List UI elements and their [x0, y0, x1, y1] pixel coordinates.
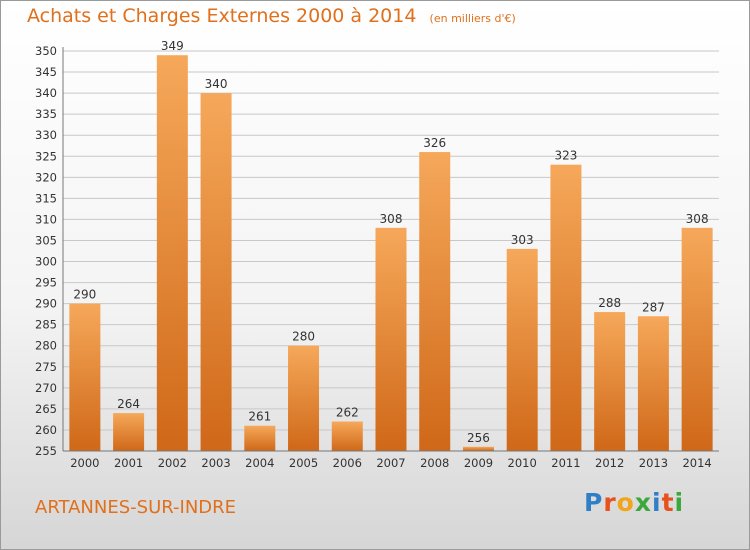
- x-tick-label: 2010: [508, 456, 537, 470]
- bar-2012: [594, 312, 626, 451]
- chart-header: Achats et Charges Externes 2000 à 2014 (…: [27, 5, 516, 27]
- bar-2007: [375, 227, 407, 451]
- logo-letter: r: [603, 488, 617, 517]
- x-tick-label: 2004: [245, 456, 274, 470]
- bar-2014: [681, 227, 713, 451]
- x-tick-label: 2006: [333, 456, 362, 470]
- y-tick-label: 280: [35, 339, 57, 353]
- bar-2000: [69, 303, 101, 451]
- y-tick-label: 260: [35, 423, 57, 437]
- bar-2006: [331, 421, 363, 451]
- bars: [69, 55, 713, 452]
- bar-2002: [156, 55, 188, 452]
- y-axis-tick-labels: 255 260 265 270 275 280 285 290 295 300 305 310 315 3…: [35, 44, 57, 458]
- x-tick-label: 2000: [70, 456, 99, 470]
- bar-2010: [506, 248, 538, 451]
- value-label: 264: [117, 397, 140, 411]
- value-label: 349: [161, 39, 184, 53]
- logo-letter: t: [661, 488, 675, 517]
- x-tick-label: 2002: [158, 456, 187, 470]
- logo-letter: o: [616, 488, 635, 517]
- x-tick-label: 2014: [682, 456, 711, 470]
- value-label: 256: [467, 431, 490, 445]
- bar-2004: [244, 425, 276, 451]
- y-tick-label: 290: [35, 297, 57, 311]
- y-tick-label: 300: [35, 255, 57, 269]
- bar-2005: [288, 345, 320, 451]
- x-tick-label: 2007: [376, 456, 405, 470]
- logo-letter: x: [634, 488, 652, 517]
- y-tick-label: 310: [35, 212, 57, 226]
- chart-title: Achats et Charges Externes 2000 à 2014: [27, 5, 417, 27]
- value-label: 323: [554, 149, 577, 163]
- value-labels: 290 264 349 340 261 280 262 308 326 256 303 323 288 2…: [73, 39, 708, 445]
- y-tick-label: 330: [35, 128, 57, 142]
- proxiti-logo: Proxiti: [584, 488, 684, 517]
- value-label: 303: [511, 233, 534, 247]
- y-tick-label: 325: [35, 149, 57, 163]
- logo-letter: P: [584, 488, 604, 517]
- y-tick-label: 335: [35, 107, 57, 121]
- bar-2011: [550, 164, 582, 451]
- y-tick-label: 270: [35, 381, 57, 395]
- x-tick-label: 2009: [464, 456, 493, 470]
- value-label: 290: [73, 288, 96, 302]
- value-label: 308: [686, 212, 709, 226]
- logo-letter: i: [652, 488, 662, 517]
- value-label: 326: [423, 136, 446, 150]
- value-label: 287: [642, 300, 665, 314]
- y-tick-label: 255: [35, 444, 57, 458]
- x-tick-label: 2012: [595, 456, 624, 470]
- bar-2013: [637, 316, 669, 451]
- axes: [62, 47, 719, 452]
- x-axis-tick-labels: 2000 2001 2002 2003 2004 2005 2006 2007 2008 2009…: [70, 456, 712, 470]
- y-tick-label: 295: [35, 276, 57, 290]
- x-tick-label: 2005: [289, 456, 318, 470]
- y-tick-label: 275: [35, 360, 57, 374]
- y-tick-label: 320: [35, 170, 57, 184]
- value-label: 262: [336, 406, 359, 420]
- x-tick-label: 2003: [201, 456, 230, 470]
- value-label: 340: [205, 77, 228, 91]
- y-tick-label: 305: [35, 233, 57, 247]
- x-tick-label: 2013: [639, 456, 668, 470]
- location-name: ARTANNES-SUR-INDRE: [35, 497, 237, 518]
- bar-2003: [200, 93, 232, 452]
- y-tick-label: 315: [35, 191, 57, 205]
- y-tick-label: 350: [35, 44, 57, 58]
- y-tick-label: 340: [35, 86, 57, 100]
- value-label: 288: [598, 296, 621, 310]
- chart-unit: (en milliers d'€): [429, 12, 516, 25]
- bar-2001: [113, 413, 145, 451]
- value-label: 261: [248, 410, 271, 424]
- y-tick-label: 345: [35, 65, 57, 79]
- logo-letter: i: [674, 488, 685, 517]
- value-label: 280: [292, 330, 315, 344]
- x-tick-label: 2011: [551, 456, 580, 470]
- y-tick-label: 285: [35, 318, 57, 332]
- y-tick-label: 265: [35, 402, 57, 416]
- value-label: 308: [380, 212, 403, 226]
- x-tick-label: 2008: [420, 456, 449, 470]
- bar-2008: [419, 152, 451, 452]
- x-tick-label: 2001: [114, 456, 143, 470]
- bar-2009: [462, 446, 494, 451]
